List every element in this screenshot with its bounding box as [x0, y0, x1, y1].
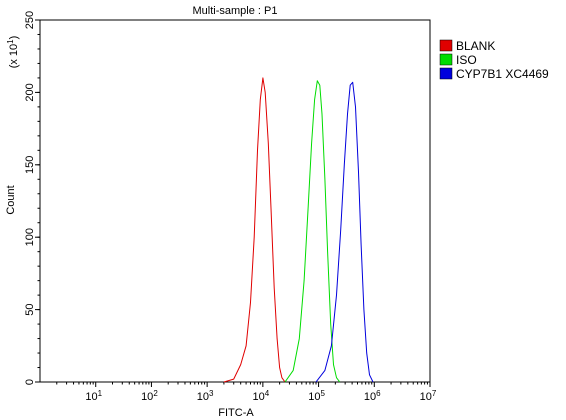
x-tick-label: 103: [197, 389, 214, 404]
x-tick-exponent: 7: [432, 389, 437, 398]
y-tick-label: 250: [24, 11, 36, 29]
y-multiplier-close: ): [8, 36, 20, 40]
x-tick-label: 105: [308, 389, 325, 404]
legend-label: CYP7B1 XC4469: [456, 67, 549, 81]
x-tick-exponent: 3: [209, 389, 214, 398]
x-axis-title: FITC-A: [218, 407, 254, 419]
y-multiplier-label: (x 101): [6, 36, 21, 69]
x-tick-exponent: 2: [153, 389, 158, 398]
x-tick-exponent: 5: [320, 389, 325, 398]
x-axis: 101 102 103 104 105 106 107: [56, 382, 437, 404]
series-lines: [223, 77, 374, 383]
x-tick-base: 10: [141, 391, 153, 403]
x-tick-base: 10: [197, 391, 209, 403]
x-tick-base: 10: [308, 391, 320, 403]
x-tick-base: 10: [420, 391, 432, 403]
x-tick-exponent: 4: [265, 389, 270, 398]
series-line-blank: [223, 77, 286, 383]
x-tick-base: 10: [253, 391, 265, 403]
legend-label: ISO: [456, 53, 477, 67]
y-multiplier-exponent: 1: [6, 39, 15, 44]
x-tick-exponent: 1: [98, 389, 103, 398]
y-tick-label: 0: [24, 379, 36, 385]
y-tick-label: 50: [24, 303, 36, 315]
y-tick-label: 150: [24, 156, 36, 174]
legend-swatch: [439, 39, 453, 52]
x-tick-label: 104: [253, 389, 270, 404]
y-tick-label: 100: [24, 228, 36, 246]
x-tick-label: 102: [141, 389, 158, 404]
plot-frame: [39, 19, 431, 383]
y-axis-title: Count: [5, 185, 17, 214]
y-tick-label: 200: [24, 83, 36, 101]
legend-label: BLANK: [456, 39, 495, 53]
y-multiplier-text: (x 10: [8, 44, 20, 68]
legend-swatch: [439, 53, 453, 66]
x-tick-label: 106: [364, 389, 381, 404]
legend-swatch: [439, 67, 453, 80]
series-line-iso: [284, 80, 341, 383]
x-tick-base: 10: [85, 391, 97, 403]
series-line-cyp7b1-xc4469: [315, 81, 374, 383]
x-tick-base: 10: [364, 391, 376, 403]
chart-title: Multi-sample : P1: [193, 5, 278, 17]
x-tick-label: 107: [420, 389, 437, 404]
x-tick-label: 101: [85, 389, 102, 404]
x-tick-exponent: 6: [376, 389, 381, 398]
y-axis: 0 50 100 150 200 250: [24, 11, 40, 385]
